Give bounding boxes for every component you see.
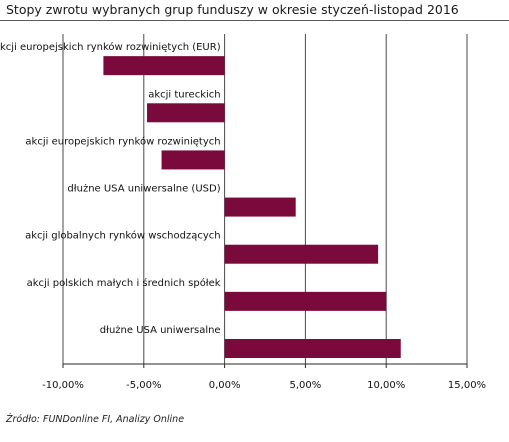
bar-1 xyxy=(147,103,225,123)
x-tick-label-4: 10,00% xyxy=(367,380,405,391)
title-divider xyxy=(0,20,509,21)
bar-3 xyxy=(224,197,296,217)
category-label-2: akcji europejskich rynków rozwiniętych xyxy=(25,135,220,147)
category-label-1: akcji tureckich xyxy=(148,89,220,100)
category-label-3: dłużne USA uniwersalne (USD) xyxy=(67,184,220,195)
x-axis: -10,00% -5,00% 0,00% 5,00% 10,00% 15,00% xyxy=(42,363,486,391)
bar-0 xyxy=(103,56,225,76)
chart-title: Stopy zwrotu wybranych grup funduszy w o… xyxy=(6,2,459,17)
x-tick-label-2: 0,00% xyxy=(209,380,241,391)
category-label-6: dłużne USA uniwersalne xyxy=(100,325,221,336)
category-label-0: akcji europejskich rynków rozwiniętych (… xyxy=(0,41,221,53)
category-label-4: akcji globalnych rynków wschodzących xyxy=(25,230,221,242)
category-labels: akcji europejskich rynków rozwiniętych (… xyxy=(0,41,221,336)
bar-2 xyxy=(161,150,225,170)
x-tick-label-3: 5,00% xyxy=(290,380,322,391)
bar-6 xyxy=(224,339,401,358)
bars xyxy=(103,56,401,358)
bar-chart: akcji europejskich rynków rozwiniętych (… xyxy=(0,34,486,391)
category-label-5: akcji polskich małych i średnich spółek xyxy=(27,277,221,289)
x-tick-label-5: 15,00% xyxy=(448,380,486,391)
source-note: Źródło: FUNDonline FI, Analizy Online xyxy=(6,414,185,425)
bar-4 xyxy=(224,244,379,264)
bar-5 xyxy=(224,291,387,311)
x-tick-label-1: -5,00% xyxy=(126,380,161,391)
x-tick-label-0: -10,00% xyxy=(42,380,84,391)
